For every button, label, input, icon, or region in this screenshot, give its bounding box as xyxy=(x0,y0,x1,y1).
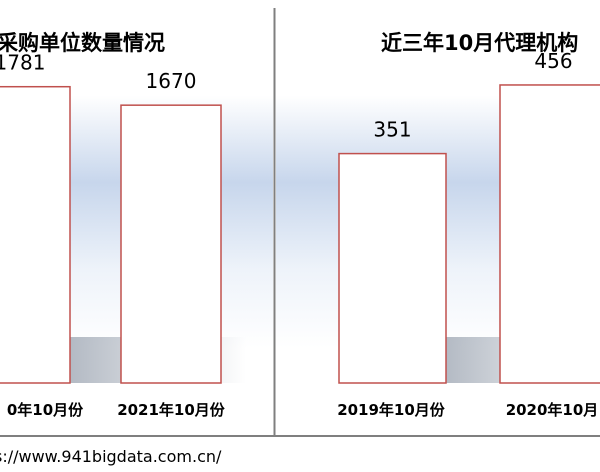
right-category-label-1: 2020年10月 xyxy=(506,401,599,419)
left-chart-title: 采购单位数量情况 xyxy=(0,31,165,55)
left-category-label-1: 2021年10月份 xyxy=(117,401,226,419)
left-bar-1 xyxy=(120,104,222,384)
left-bar-0 xyxy=(0,85,71,384)
right-chart-title: 近三年10月代理机构 xyxy=(381,31,578,55)
right-bar-value-label-1: 456 xyxy=(534,49,572,73)
right-bar-1 xyxy=(499,84,600,384)
left-category-label-0: 0年10月份 xyxy=(7,401,84,419)
source-url: s://www.941bigdata.com.cn/ xyxy=(0,447,222,466)
left-plot-area: 1781 0年10月份 1670 2021年10月份 xyxy=(0,51,246,419)
right-plot-area: 351 2019年10月份 456 2020年10月 xyxy=(337,49,600,419)
left-bar-value-label-1: 1670 xyxy=(146,69,197,93)
right-bar-value-label-0: 351 xyxy=(373,118,411,142)
right-bar-0 xyxy=(338,152,447,384)
right-chart-panel: 近三年10月代理机构 351 2019年10月份 456 2020年10月 xyxy=(276,0,600,435)
left-chart-panel: 采购单位数量情况 1781 0年10月份 1670 2021年10月份 xyxy=(0,0,273,435)
left-bar-value-label-0: 1781 xyxy=(0,51,45,75)
right-category-label-0: 2019年10月份 xyxy=(337,401,446,419)
